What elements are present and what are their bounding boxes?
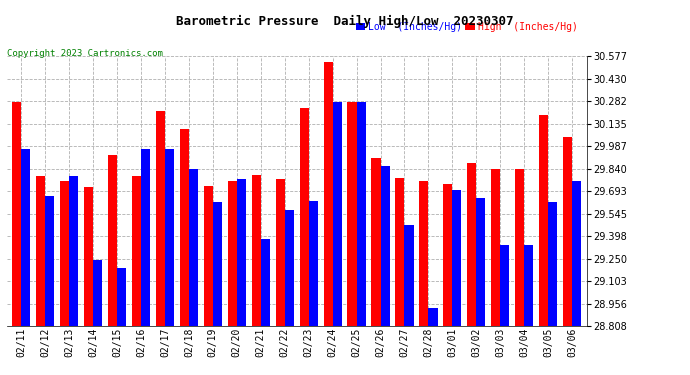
Bar bbox=[117, 268, 126, 326]
Bar bbox=[69, 176, 78, 326]
Bar bbox=[308, 201, 318, 326]
Bar bbox=[443, 184, 453, 326]
Bar bbox=[189, 169, 198, 326]
Bar bbox=[12, 102, 21, 326]
Bar bbox=[228, 181, 237, 326]
Bar bbox=[380, 166, 390, 326]
Bar bbox=[21, 149, 30, 326]
Bar bbox=[324, 62, 333, 326]
Bar bbox=[93, 260, 102, 326]
Bar bbox=[491, 169, 500, 326]
Bar bbox=[572, 181, 581, 326]
Bar bbox=[515, 169, 524, 326]
Bar bbox=[348, 102, 357, 326]
Bar bbox=[252, 175, 261, 326]
Bar bbox=[467, 163, 476, 326]
Bar bbox=[132, 176, 141, 326]
Bar bbox=[500, 245, 509, 326]
Legend: Low  (Inches/Hg), High  (Inches/Hg): Low (Inches/Hg), High (Inches/Hg) bbox=[352, 18, 582, 36]
Bar bbox=[36, 176, 46, 326]
Bar bbox=[141, 149, 150, 326]
Bar bbox=[299, 108, 308, 326]
Bar bbox=[204, 186, 213, 326]
Bar bbox=[108, 155, 117, 326]
Bar bbox=[46, 196, 55, 326]
Bar bbox=[84, 187, 93, 326]
Bar bbox=[476, 198, 486, 326]
Bar bbox=[180, 129, 189, 326]
Bar bbox=[275, 179, 285, 326]
Bar bbox=[357, 102, 366, 326]
Bar bbox=[165, 149, 174, 326]
Bar bbox=[371, 158, 380, 326]
Bar bbox=[285, 210, 294, 326]
Bar bbox=[261, 239, 270, 326]
Bar bbox=[237, 179, 246, 326]
Bar bbox=[60, 181, 69, 326]
Bar bbox=[213, 202, 222, 326]
Bar bbox=[524, 245, 533, 326]
Bar bbox=[453, 190, 462, 326]
Text: Barometric Pressure  Daily High/Low  20230307: Barometric Pressure Daily High/Low 20230… bbox=[176, 15, 514, 28]
Bar bbox=[156, 111, 165, 326]
Bar bbox=[395, 178, 404, 326]
Bar bbox=[539, 116, 548, 326]
Bar bbox=[404, 225, 413, 326]
Bar bbox=[333, 102, 342, 326]
Bar bbox=[420, 181, 428, 326]
Bar bbox=[548, 202, 558, 326]
Bar bbox=[428, 308, 437, 326]
Bar bbox=[563, 136, 572, 326]
Text: Copyright 2023 Cartronics.com: Copyright 2023 Cartronics.com bbox=[7, 49, 163, 58]
